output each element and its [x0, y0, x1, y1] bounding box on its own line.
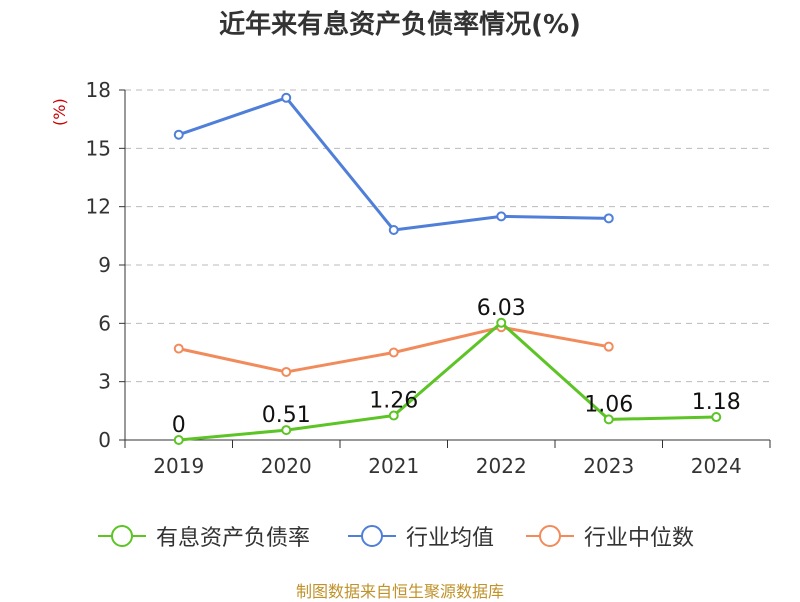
y-tick-label: 6 [98, 311, 111, 335]
legend-line-marker-icon [98, 525, 146, 547]
legend-line-marker-icon [526, 525, 574, 547]
y-tick-label: 15 [86, 136, 111, 160]
series-industry-median-point [388, 347, 399, 358]
series-industry-avg-point [388, 225, 399, 235]
legend-line-marker-icon [348, 525, 396, 547]
series-industry-median-point [281, 366, 292, 377]
data-label: 6.03 [477, 296, 526, 321]
legend-label: 行业均值 [406, 526, 495, 551]
data-label: 1.06 [584, 392, 633, 417]
chart-title: 近年来有息资产负债率情况(%) [219, 10, 581, 40]
data-label: 1.26 [369, 389, 418, 414]
y-tick-label: 12 [86, 195, 111, 219]
series-industry-avg-line [178, 96, 609, 232]
series-industry-median-point [603, 341, 614, 352]
series-company-point [281, 425, 292, 436]
axis-layer: 0 3 6 9 12 15 18 2019 2020 2021 2022 2023 2024 [86, 78, 771, 478]
x-tick-label: 2022 [476, 454, 527, 478]
legend-item-industry-median[interactable]: 行业中位数 [524, 520, 694, 552]
series-company-point [496, 317, 507, 328]
series-layer [173, 92, 722, 445]
series-industry-median-point [173, 343, 184, 354]
x-tick-label: 2021 [368, 454, 419, 478]
legend: 有息资产负债率 行业均值 行业中位数 [0, 520, 800, 552]
data-label: 0 [172, 413, 186, 438]
series-industry-avg-point [496, 211, 507, 222]
series-company-point [603, 414, 614, 425]
legend-item-company[interactable]: 有息资产负债率 [96, 520, 310, 552]
x-tick-label: 2019 [153, 454, 204, 478]
legend-item-industry-avg[interactable]: 行业均值 [346, 520, 494, 552]
y-tick-label: 3 [98, 370, 111, 394]
legend-label: 有息资产负债率 [156, 526, 311, 551]
x-tick-label: 2023 [583, 454, 634, 478]
series-company-line [178, 321, 717, 442]
x-tick-label: 2020 [261, 454, 312, 478]
series-company-point [388, 410, 399, 421]
data-label-layer: 0 0.51 1.26 6.03 1.06 1.18 [172, 296, 741, 438]
series-industry-avg-point [603, 213, 614, 224]
series-company-point [711, 412, 722, 423]
x-tick-label: 2024 [691, 454, 742, 478]
data-source-note: 制图数据来自恒生聚源数据库 [295, 582, 504, 601]
data-label: 0.51 [262, 403, 311, 428]
y-tick-label: 9 [98, 253, 111, 277]
legend-label: 行业中位数 [584, 526, 695, 551]
series-industry-avg-point [173, 129, 184, 140]
data-label: 1.18 [692, 390, 741, 415]
y-tick-label: 0 [98, 428, 111, 452]
series-company-point [173, 435, 184, 445]
series-industry-avg-point [281, 92, 292, 103]
y-tick-label: 18 [86, 78, 111, 102]
grid-layer [125, 89, 770, 383]
